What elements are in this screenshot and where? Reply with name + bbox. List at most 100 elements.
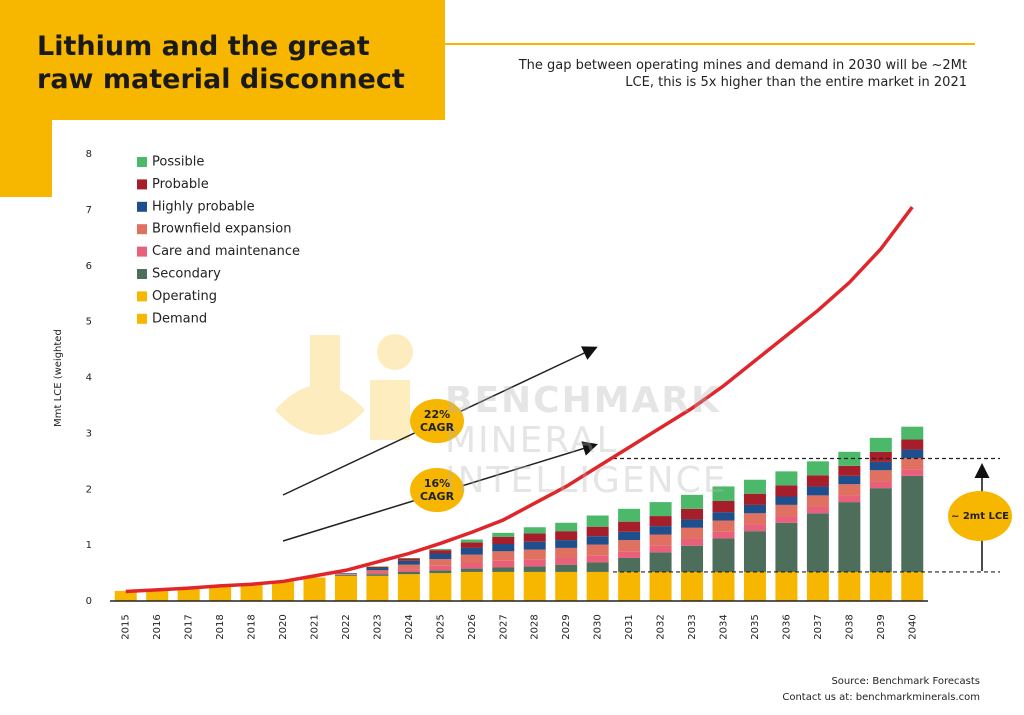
bar-segment <box>775 496 798 505</box>
bar-segment <box>775 485 798 497</box>
x-tick-label: 2018 <box>215 614 226 639</box>
annotation: 22% CAGR <box>419 408 455 434</box>
bar-segment <box>743 524 766 532</box>
bar-segment <box>712 571 735 601</box>
y-tick-label: 4 <box>86 373 92 384</box>
bar-segment <box>618 551 641 558</box>
bar-segment <box>272 581 295 601</box>
bar-segment <box>712 500 735 513</box>
bar-segment <box>334 573 357 575</box>
bar-segment <box>555 547 578 558</box>
x-tick-label: 2037 <box>813 614 824 639</box>
bar-segment <box>492 536 515 545</box>
legend-swatch <box>137 291 147 302</box>
bar-segment <box>618 508 641 522</box>
bar-segment <box>775 516 798 523</box>
bar-segment <box>555 557 578 565</box>
bar-segment <box>555 531 578 541</box>
bar-segment <box>303 577 326 601</box>
y-tick-label: 7 <box>86 205 92 216</box>
x-tick-label: 2026 <box>467 614 478 639</box>
bar-segment <box>460 563 483 569</box>
x-tick-label: 2040 <box>907 614 918 639</box>
y-tick-label: 1 <box>86 540 92 551</box>
y-tick-label: 8 <box>86 149 92 160</box>
bar-segment <box>586 544 609 556</box>
legend-swatch <box>137 201 147 212</box>
bar-segment <box>492 532 515 537</box>
bar-segment <box>838 484 861 496</box>
bar-segment <box>586 526 609 537</box>
bar-segment <box>838 465 861 476</box>
bar-segment <box>901 457 924 470</box>
bar-segment <box>429 573 452 601</box>
bar-segment <box>681 527 704 539</box>
bar-segment <box>429 550 452 554</box>
bar-segment <box>334 574 357 576</box>
bar-segment <box>869 481 892 489</box>
bar-segment <box>901 475 924 572</box>
x-tick-label: 2021 <box>310 614 321 639</box>
bar-segment <box>806 486 829 496</box>
x-tick-label: 2033 <box>687 614 698 639</box>
legend-label: Brownfield expansion <box>152 222 291 237</box>
bar-segment <box>712 538 735 572</box>
legend-swatch <box>137 224 147 235</box>
legend-label: Care and maintenance <box>152 244 300 259</box>
x-tick-label: 2022 <box>341 614 352 639</box>
bar-segment <box>460 547 483 555</box>
bar-segment <box>712 486 735 501</box>
y-tick-label: 6 <box>86 261 92 272</box>
bar-segment <box>586 571 609 601</box>
bar-segment <box>523 566 546 572</box>
bar-segment <box>806 495 829 507</box>
bar-segment <box>492 560 515 568</box>
bar-segment <box>838 571 861 601</box>
x-tick-label: 2034 <box>719 614 730 639</box>
bar-segment <box>460 571 483 601</box>
annotation: ~ 2mt LCE <box>950 511 1010 522</box>
bar-segment <box>366 570 389 573</box>
y-tick-label: 5 <box>86 317 92 328</box>
bar-segment <box>838 502 861 572</box>
bar-segment <box>775 571 798 601</box>
x-tick-label: 2036 <box>781 614 792 639</box>
annotation: 16% CAGR <box>419 477 455 503</box>
x-tick-label: 2027 <box>498 614 509 639</box>
bar-segment <box>366 566 389 569</box>
bar-segment <box>177 588 200 601</box>
legend-swatch <box>137 313 147 324</box>
bar-segment <box>460 554 483 564</box>
x-tick-label: 2029 <box>561 614 572 639</box>
bar-segment <box>492 567 515 572</box>
legend-label: Secondary <box>152 267 221 282</box>
bar-segment <box>681 519 704 528</box>
header-stripe <box>0 120 52 197</box>
bar-segment <box>618 540 641 552</box>
legend-label: Demand <box>152 311 207 326</box>
bar-segment <box>397 560 420 565</box>
annotation-bubble <box>410 399 464 443</box>
bar-segment <box>397 569 420 572</box>
watermark: INTELLIGENCE <box>445 460 728 501</box>
x-tick-label: 2038 <box>844 614 855 639</box>
annotation-bubble <box>410 468 464 512</box>
legend-swatch <box>137 179 147 190</box>
title: Lithium and the great raw material disco… <box>37 31 405 95</box>
x-tick-label: 2018 <box>247 614 258 639</box>
legend-label: Probable <box>152 177 209 192</box>
header-band <box>0 0 445 120</box>
bar-segment <box>743 493 766 505</box>
bar-segment <box>366 568 389 571</box>
bar-segment <box>712 531 735 539</box>
bar-segment <box>869 461 892 471</box>
bar-segment <box>429 570 452 574</box>
bar-segment <box>555 564 578 572</box>
bar-segment <box>523 571 546 601</box>
x-tick-label: 2020 <box>278 614 289 639</box>
bar-segment <box>397 564 420 570</box>
bar-segment <box>743 504 766 514</box>
bar-segment <box>681 571 704 601</box>
